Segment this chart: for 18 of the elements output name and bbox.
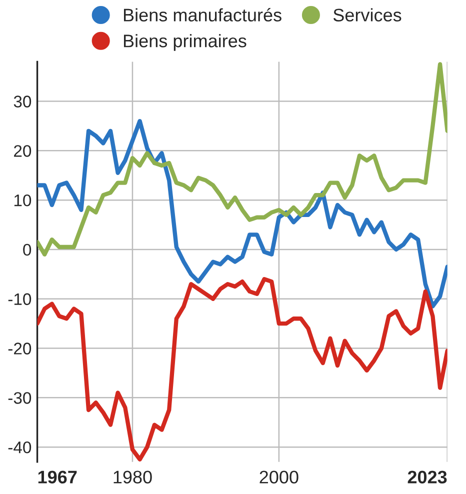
y-tick-label: -40 xyxy=(8,441,32,454)
line-series xyxy=(37,118,448,308)
x-tick-label: 1967 xyxy=(38,470,77,484)
line-series xyxy=(37,62,448,256)
y-tick-label: -10 xyxy=(8,293,32,306)
y-tick-label: -30 xyxy=(8,392,32,404)
x-tick-label: 2023 xyxy=(408,470,447,484)
x-tick-label: 1980 xyxy=(114,470,152,484)
line-series xyxy=(37,277,448,462)
legend-label: Services xyxy=(333,8,402,22)
y-tick-label: 30 xyxy=(14,96,32,108)
y-tick-label: -20 xyxy=(8,342,32,354)
legend-label: Biens primaires xyxy=(124,34,246,51)
y-tick-label: 10 xyxy=(14,194,32,206)
legend-label: Biens manufacturés xyxy=(124,8,282,22)
x-tick-label: 2000 xyxy=(260,470,298,484)
y-tick-label: 20 xyxy=(14,145,32,157)
y-tick-label: 0 xyxy=(23,244,32,256)
